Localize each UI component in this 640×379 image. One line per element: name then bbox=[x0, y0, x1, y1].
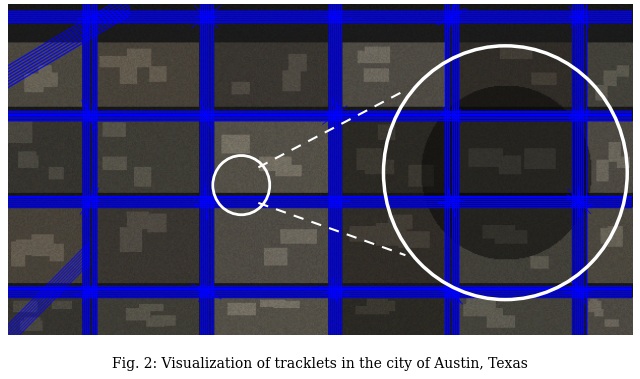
Text: Fig. 2: Visualization of tracklets in the city of Austin, Texas: Fig. 2: Visualization of tracklets in th… bbox=[112, 357, 528, 371]
